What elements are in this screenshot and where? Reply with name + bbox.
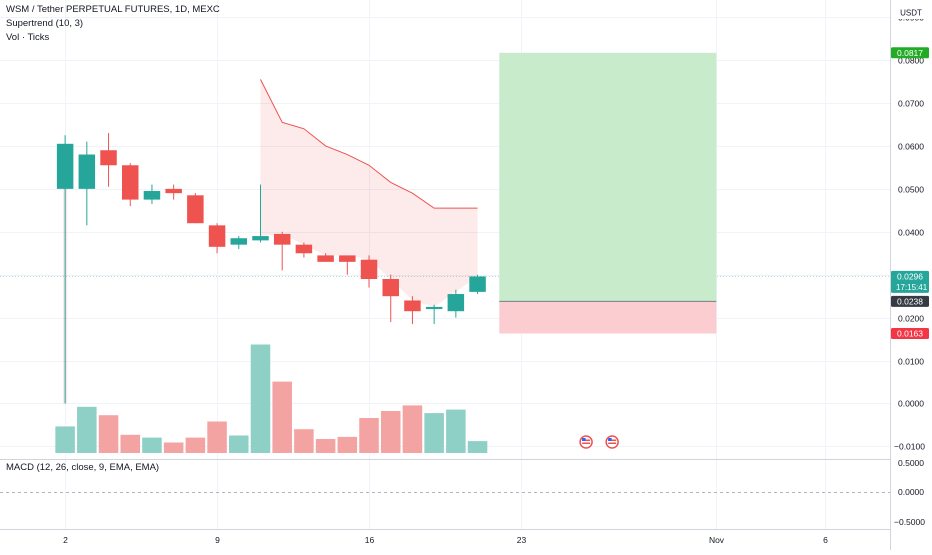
price-tick-label: 0.0800 [898,56,924,66]
price-tick-label: 0.0200 [898,314,924,324]
price-tick-label: 0.0700 [898,99,924,109]
flag-canton [608,438,612,441]
candle-body [143,191,161,200]
volume-bars [55,344,488,453]
volume-bar [294,429,314,453]
entry-badge-label: 0.0238 [897,296,923,306]
currency-button-bg[interactable] [894,5,928,19]
volume-bar [424,413,444,453]
candle-body [404,300,421,312]
candle-body [273,233,291,245]
supertrend-fill [260,79,478,307]
volume-bar [77,406,97,453]
flag-stripe [582,439,591,441]
price-tick-label: 0.0500 [898,185,924,195]
long-position-tool[interactable] [499,52,717,334]
volume-bar [55,426,75,453]
entry-badge-bg [891,295,929,307]
volume-bar [337,436,358,453]
time-axis[interactable]: 2 9 16 23 Nov 6 [63,535,828,545]
last-price-badge-bg [891,270,929,293]
price-tick-label: 0.0600 [898,142,924,152]
volume-bar [98,415,119,453]
price-tick-label: 0.0000 [898,399,924,409]
candle-body [100,150,117,166]
price-badges: 0.0817 0.0296 17:15:41 0.0238 0.0163 [891,47,929,340]
time-tick-label: 23 [517,535,527,545]
candle-body [121,165,139,200]
target-badge-label: 0.0817 [897,48,923,58]
candle-body [339,255,356,262]
price-tick-label: −0.0100 [894,442,925,452]
volume-bar [272,381,292,453]
volume-bar [207,421,227,453]
macd-tick-label: −0.5000 [894,517,925,527]
flag-stripe [582,442,591,444]
volume-bar [467,441,488,453]
candle-body [382,279,399,297]
macd-legend[interactable]: MACD (12, 26, close, 9, EMA, EMA) [6,462,160,473]
candle-body [56,143,74,189]
candle-body [230,238,248,245]
volume-bar [250,344,271,453]
volume-bar [359,418,379,453]
price-tick-label: 0.0400 [898,228,924,238]
volume-bar [185,437,206,453]
profit-zone [499,52,717,302]
supertrend-line [260,79,478,209]
volume-bar [315,439,336,453]
volume-bar [380,411,401,453]
us-flag-event-icon[interactable] [605,435,619,449]
flag-stripe [608,439,617,441]
candle-body [469,276,486,292]
flag-stripe [608,442,617,444]
volume-bar [229,435,249,453]
time-tick-label: 9 [215,535,220,545]
candlestick-series [56,133,486,404]
macd-tick-label: 0.5000 [898,458,924,468]
loss-zone [499,301,717,334]
price-tick-label: 0.0100 [898,357,924,367]
candle-body [360,259,378,280]
candle-body [295,244,313,254]
time-tick-label: 6 [823,535,828,545]
candle-body [252,236,269,241]
currency-button[interactable]: USDT [900,9,922,18]
candle-body [78,154,96,189]
candle-body [208,225,226,247]
time-tick-label: 16 [365,535,375,545]
flag-canton [582,438,586,441]
volume-bar [120,434,141,453]
time-tick-label: Nov [709,535,725,545]
candle-body [187,195,204,224]
volume-bar [142,437,162,453]
macd-tick-label: 0.0000 [898,487,924,497]
event-markers[interactable] [579,435,619,449]
time-tick-label: 2 [63,535,68,545]
us-flag-event-icon[interactable] [579,435,593,449]
symbol-title[interactable]: WSM / Tether PERPETUAL FUTURES, 1D, MEXC [6,4,220,15]
target-badge-bg [891,47,929,59]
supertrend-legend[interactable]: Supertrend (10, 3) [6,18,84,29]
volume-legend[interactable]: Vol · Ticks [6,32,50,43]
volume-bar [163,442,184,453]
stop-badge-bg [891,328,929,340]
volume-bar [446,409,466,453]
candle-body [317,255,334,262]
macd-axis[interactable]: 0.5000 0.0000 −0.5000 [894,458,925,527]
last-price-badge-label: 0.0296 [897,271,923,281]
volume-bar [402,405,423,453]
last-price-countdown: 17:15:41 [896,283,928,292]
candle-body [165,188,182,194]
stop-badge-label: 0.0163 [897,329,923,339]
candle-body [425,306,443,310]
candle-body [447,294,465,312]
